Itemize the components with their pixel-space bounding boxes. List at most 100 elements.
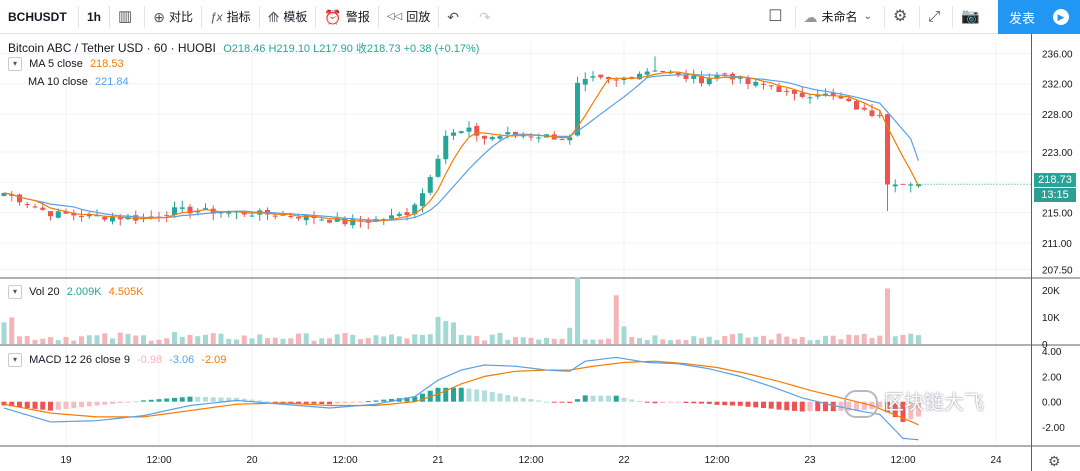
undo-icon: ↶ xyxy=(447,8,459,25)
volume-bar xyxy=(342,333,348,344)
snapshot-button[interactable]: 📷 xyxy=(953,0,992,34)
collapse-icon[interactable]: ▾ xyxy=(8,353,22,367)
volume-bar xyxy=(249,338,255,344)
collapse-icon[interactable]: ▾ xyxy=(8,57,22,71)
volume-bar xyxy=(877,335,883,344)
macd-histogram-bar xyxy=(172,397,177,402)
fullscreen-layout-button[interactable]: ☐ xyxy=(760,0,794,34)
candle-up xyxy=(94,215,100,217)
candle-up xyxy=(179,207,185,209)
macd-histogram-bar xyxy=(311,401,317,404)
volume-bar xyxy=(350,334,356,344)
symbol-label: BCHUSDT xyxy=(8,9,67,24)
chart-type-button[interactable]: ▥ xyxy=(110,0,144,34)
candle-down xyxy=(598,74,604,78)
candle-down xyxy=(776,86,782,93)
collapse-icon[interactable]: ▾ xyxy=(8,285,22,299)
volume-bar xyxy=(513,337,518,344)
candle-up xyxy=(350,219,356,226)
volume-bar xyxy=(745,337,751,344)
macd-legend: ▾ MACD 12 26 close 9 -0.98 -3.06 -2.09 xyxy=(8,353,230,367)
time-axis-tick: 22 xyxy=(618,455,630,466)
macd-histogram-bar xyxy=(784,401,790,411)
publish-button[interactable]: 发表 ▶ xyxy=(998,0,1080,34)
alert-button[interactable]: ⏰ 警报 xyxy=(316,0,377,34)
macd-histogram-bar xyxy=(815,401,821,412)
macd-axis-tick: -2.00 xyxy=(1042,423,1065,434)
macd-histogram-bar xyxy=(32,401,38,409)
replay-icon: ◁◁ xyxy=(386,10,403,22)
volume-bar xyxy=(265,338,270,344)
macd-histogram-bar xyxy=(683,401,689,403)
volume-bar xyxy=(838,339,844,344)
volume-bar xyxy=(830,335,836,344)
toolbar-divider xyxy=(258,5,260,28)
macd-histogram-bar xyxy=(768,401,774,409)
macd-histogram-bar xyxy=(350,401,356,403)
candle-up xyxy=(55,211,61,218)
layout-menu[interactable]: ☁ 未命名 ⌄ xyxy=(796,0,884,34)
time-axis-tick: 20 xyxy=(246,455,258,466)
macd-hist-value: -0.98 xyxy=(137,353,163,366)
cloud-icon: ☁ xyxy=(803,8,818,25)
volume-bar xyxy=(474,336,480,344)
macd-histogram-bar xyxy=(668,401,673,403)
interval-button[interactable]: 1h xyxy=(79,0,109,34)
candle-down xyxy=(187,206,193,214)
macd-histogram-bar xyxy=(334,401,340,404)
macd-histogram-bar xyxy=(195,396,201,402)
chart-canvas[interactable]: 236.00232.00228.00223.00219.00215.00211.… xyxy=(0,34,1080,471)
price-axis-tick: 228.00 xyxy=(1042,110,1073,121)
candle-up xyxy=(582,78,588,85)
candle-down xyxy=(9,194,15,196)
candle-up xyxy=(691,75,697,79)
candle-down xyxy=(482,135,487,139)
layout-name-label: 未命名 xyxy=(821,10,858,24)
volume-bar xyxy=(373,335,379,344)
replay-button[interactable]: ◁◁ 回放 xyxy=(379,0,438,34)
volume-bar xyxy=(296,333,301,344)
candle-down xyxy=(48,211,53,217)
volume-bar xyxy=(660,339,666,344)
time-axis-tick: 19 xyxy=(60,455,72,466)
volume-bar xyxy=(195,336,201,344)
candle-down xyxy=(830,92,836,96)
undo-button[interactable]: ↶ xyxy=(439,0,471,34)
price-axis-tick: 215.00 xyxy=(1042,209,1073,220)
macd-histogram-bar xyxy=(497,393,503,402)
candle-up xyxy=(823,93,828,96)
volume-bar xyxy=(520,337,526,344)
volume-bar xyxy=(280,338,286,344)
volume-bar xyxy=(722,336,728,344)
candle-down xyxy=(71,212,77,216)
macd-histogram-bar xyxy=(365,401,371,403)
volume-bar xyxy=(598,339,604,344)
candle-down xyxy=(17,194,22,203)
volume-bar xyxy=(637,338,642,344)
candle-down xyxy=(699,76,704,84)
scale-settings-button[interactable]: ⚙ xyxy=(1048,453,1061,470)
candle-up xyxy=(621,77,627,81)
macd-histogram-bar xyxy=(451,387,456,402)
templates-button[interactable]: ⟰ 模板 xyxy=(260,0,316,34)
macd-histogram-bar xyxy=(458,387,464,402)
candle-down xyxy=(838,96,844,99)
redo-button[interactable]: ↷ xyxy=(471,0,503,34)
plus-circle-icon: ⊕ xyxy=(153,8,165,25)
candle-up xyxy=(389,215,394,219)
indicators-button[interactable]: ƒx 指标 xyxy=(202,0,259,34)
candle-down xyxy=(846,98,852,102)
compare-button[interactable]: ⊕ 对比 xyxy=(145,0,201,34)
symbol-search[interactable]: BCHUSDT xyxy=(0,0,78,34)
macd-histogram-bar xyxy=(582,395,588,402)
fullscreen-button[interactable]: ⤢ xyxy=(920,0,952,34)
candle-up xyxy=(815,95,821,97)
macd-histogram-bar xyxy=(226,397,232,402)
volume-bar xyxy=(272,337,278,344)
candle-down xyxy=(32,206,38,208)
settings-button[interactable]: ⚙ xyxy=(885,0,919,34)
volume-bar xyxy=(48,337,53,344)
volume-ma-value: 4.505K xyxy=(108,285,144,298)
volume-bar xyxy=(319,338,325,344)
macd-histogram-bar xyxy=(854,401,859,411)
